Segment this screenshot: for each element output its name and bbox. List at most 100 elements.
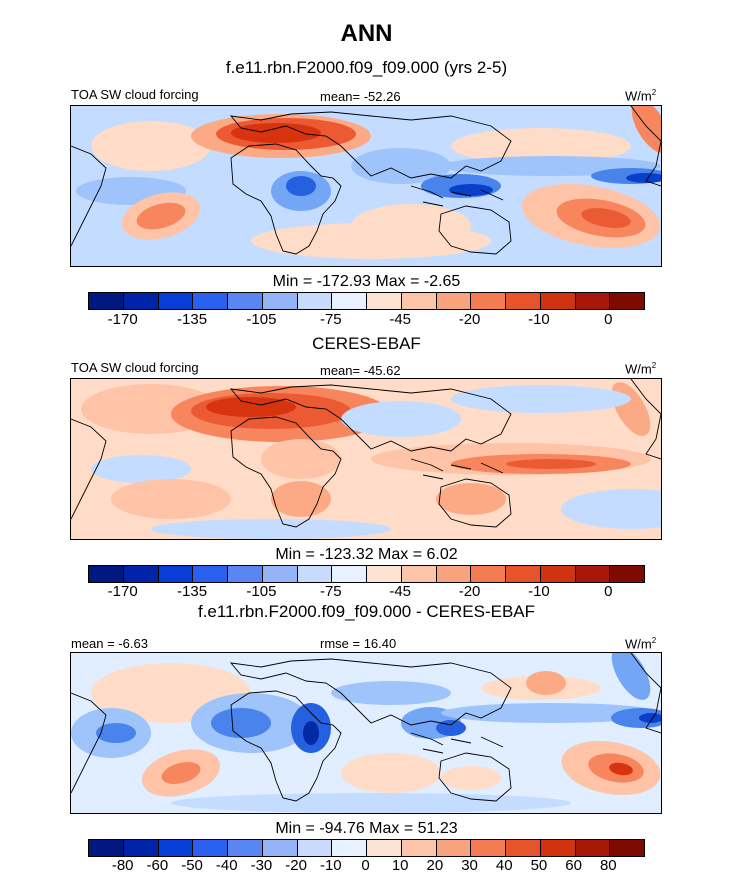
colorbar-tick-label: -20	[285, 857, 307, 874]
contour-region	[286, 176, 316, 196]
colorbar-segment	[506, 566, 541, 582]
panel3-minmax: Min = -94.76 Max = 51.23	[275, 820, 458, 837]
coastline	[71, 418, 107, 520]
panel1-mean-label: mean= -52.26	[320, 89, 401, 104]
contour-region	[609, 762, 633, 776]
colorbar-segment	[610, 840, 644, 856]
colorbar-segment	[367, 293, 402, 309]
panel1-minmax: Min = -172.93 Max = -2.65	[272, 273, 461, 290]
colorbar-segment	[401, 293, 437, 309]
colorbar-tick-label: 0	[361, 857, 370, 874]
colorbar-tick-label: -80	[111, 857, 134, 874]
panel2-map	[70, 378, 662, 540]
coastline	[229, 111, 512, 179]
contour-region	[331, 681, 451, 705]
coastline	[630, 106, 661, 187]
colorbar-segment	[506, 840, 541, 856]
contour-region	[451, 128, 631, 164]
coastline	[630, 379, 661, 460]
colorbar-segment	[297, 840, 333, 856]
colorbar-segment	[89, 293, 124, 309]
colorbar-tick-label: 0	[604, 583, 613, 600]
panel2-title: CERES-EBAF	[312, 334, 421, 353]
colorbar-segment	[297, 566, 333, 582]
colorbar-tick-label: -75	[319, 583, 342, 600]
colorbar-tick-label: -75	[319, 311, 342, 328]
colorbar-tick-label: -45	[389, 583, 412, 600]
contour-region	[91, 121, 211, 171]
coastline	[71, 692, 107, 794]
colorbar-segment	[332, 293, 367, 309]
contour-region	[136, 202, 186, 230]
colorbar-tick-label: 40	[495, 857, 513, 874]
coastline	[438, 752, 512, 802]
contour-region	[261, 439, 341, 479]
colorbar-segment	[471, 293, 506, 309]
contour-region	[91, 455, 191, 483]
panel2-colorbar	[88, 565, 645, 583]
contour-region	[561, 489, 661, 529]
coastline	[438, 478, 512, 528]
colorbar-tick-label: -60	[146, 857, 169, 874]
map-field	[71, 379, 661, 539]
page-title: ANN	[340, 20, 393, 47]
colorbar-segment	[193, 840, 228, 856]
contour-region	[626, 173, 661, 183]
panel2-field-label: TOA SW cloud forcing	[71, 360, 199, 375]
colorbar-tick-label: -30	[250, 857, 273, 874]
colorbar-tick-label: -20	[458, 311, 481, 328]
colorbar-tick-label: 20	[426, 857, 444, 874]
colorbar-tick-label: -170	[107, 311, 138, 328]
colorbar-segment	[228, 840, 263, 856]
panel1-map	[70, 105, 662, 267]
contour-region	[251, 223, 491, 259]
panel1-colorbar	[88, 292, 645, 310]
colorbar-segment	[401, 566, 437, 582]
contour-region	[449, 184, 493, 196]
colorbar-segment	[123, 840, 159, 856]
colorbar-segment	[436, 293, 472, 309]
colorbar-tick-label: -45	[389, 311, 412, 328]
colorbar-segment	[367, 840, 402, 856]
panel3-mean-label: mean = -6.63	[71, 636, 148, 651]
colorbar-segment	[575, 566, 611, 582]
panel2-colorbar-ticks: -170 -135 -105 -75 -45 -20 -10 0	[88, 583, 643, 601]
panel1-title: f.e11.rbn.F2000.f09_f09.000 (yrs 2-5)	[225, 58, 508, 77]
panel1-field-label: TOA SW cloud forcing	[71, 87, 199, 102]
colorbar-segment	[262, 293, 298, 309]
colorbar-segment	[575, 840, 611, 856]
contour-region	[341, 401, 461, 437]
contour-region	[271, 481, 331, 517]
contour-region	[211, 708, 271, 738]
colorbar-tick-label: -10	[528, 311, 550, 328]
contour-region	[436, 720, 466, 736]
colorbar-segment	[89, 566, 124, 582]
coastline	[410, 458, 504, 480]
colorbar-segment	[332, 840, 367, 856]
map-field	[71, 653, 661, 813]
colorbar-segment	[158, 840, 194, 856]
colorbar-segment	[123, 566, 159, 582]
colorbar-segment	[540, 566, 576, 582]
contour-region	[441, 766, 501, 790]
colorbar-segment	[506, 293, 541, 309]
colorbar-segment	[297, 293, 333, 309]
panel2-units: W/m2	[625, 361, 657, 377]
panel1-units: W/m2	[625, 88, 657, 104]
panel2-mean-label: mean= -45.62	[320, 363, 401, 378]
coastline	[71, 145, 107, 247]
colorbar-segment	[436, 566, 472, 582]
colorbar-segment	[575, 293, 611, 309]
contour-region	[436, 483, 506, 515]
colorbar-tick-label: -10	[319, 857, 342, 874]
colorbar-segment	[401, 840, 437, 856]
colorbar-segment	[540, 293, 576, 309]
colorbar-tick-label: -105	[246, 583, 277, 600]
panel3-colorbar-ticks: -80 -60 -50 -40 -30 -20 -10 0 10 20 30 40 50 60 80	[88, 857, 643, 875]
colorbar-tick-label: -10	[528, 583, 550, 600]
coastline	[410, 732, 504, 754]
contour-region	[526, 671, 566, 695]
colorbar-segment	[610, 293, 644, 309]
colorbar-tick-label: -105	[246, 311, 277, 328]
contour-region	[171, 793, 571, 813]
